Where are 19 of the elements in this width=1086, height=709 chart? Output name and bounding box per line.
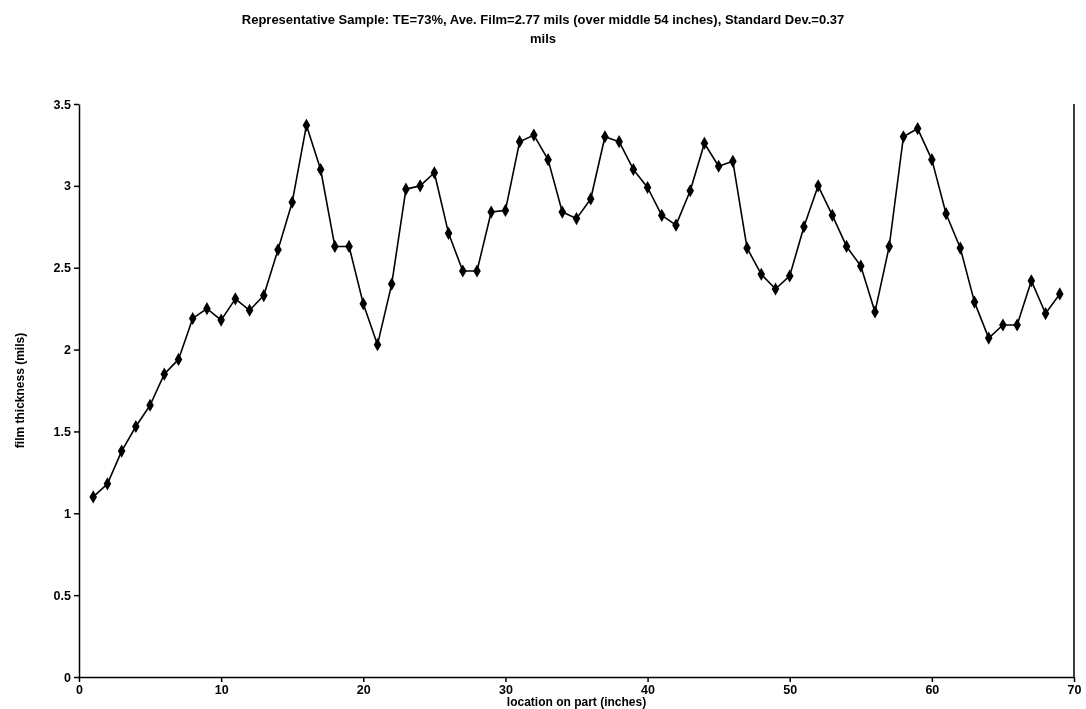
y-axis-title: film thickness (mils) [13, 332, 27, 449]
x-tick-label: 60 [925, 682, 940, 697]
y-tick-label: 1 [64, 506, 72, 521]
y-tick-label: 2 [64, 343, 72, 358]
x-tick-label: 10 [214, 682, 229, 697]
chart-title: Representative Sample: TE=73%, Ave. Film=2.77 mils (over middle 54 inches), Standard Dev.=0.37 mils [241, 12, 845, 46]
x-tick-label: 40 [641, 682, 656, 697]
x-tick-label: 0 [76, 682, 84, 697]
y-tick-label: 0.5 [53, 588, 72, 603]
y-tick-label: 2.5 [53, 261, 72, 276]
x-tick-label: 20 [356, 682, 371, 697]
x-tick-label: 70 [1067, 682, 1082, 697]
x-tick-label: 50 [783, 682, 798, 697]
y-tick-label: 3.5 [53, 97, 72, 112]
x-tick-label: 30 [498, 682, 513, 697]
y-tick-label: 0 [64, 670, 72, 685]
y-tick-label: 3 [64, 179, 72, 194]
x-axis-title: location on part (inches) [506, 695, 647, 709]
y-tick-label: 1.5 [53, 424, 72, 439]
